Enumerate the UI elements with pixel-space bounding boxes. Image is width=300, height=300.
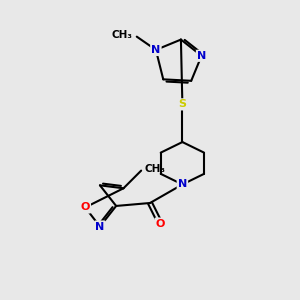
Text: CH₃: CH₃ <box>111 30 132 40</box>
Text: O: O <box>156 219 165 229</box>
Text: N: N <box>151 45 160 55</box>
Text: O: O <box>80 202 90 212</box>
Text: N: N <box>197 51 206 61</box>
Text: N: N <box>95 222 105 232</box>
Text: CH₃: CH₃ <box>144 164 165 174</box>
Text: S: S <box>178 99 186 110</box>
Text: N: N <box>178 179 187 190</box>
